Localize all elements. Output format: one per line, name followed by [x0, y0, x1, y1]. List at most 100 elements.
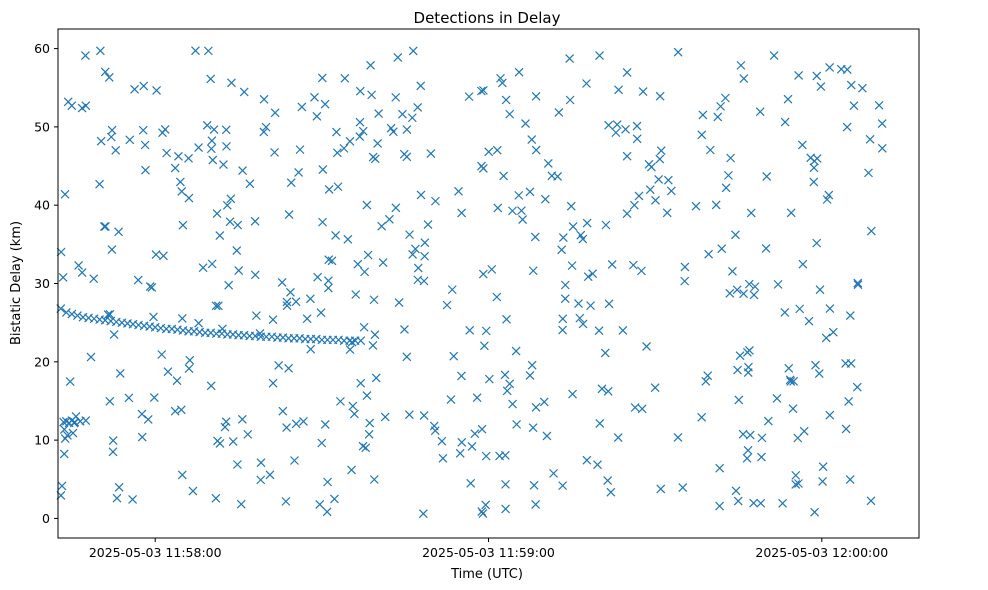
data-point	[402, 152, 412, 162]
data-point	[757, 452, 766, 462]
data-point	[501, 95, 511, 105]
y-tick-label: 20	[34, 354, 50, 369]
data-point	[797, 140, 807, 150]
data-point	[259, 127, 269, 137]
data-point	[780, 308, 790, 317]
data-point	[845, 475, 855, 484]
data-point	[282, 297, 292, 307]
data-point	[226, 194, 236, 204]
data-point	[680, 262, 690, 272]
data-point	[114, 482, 124, 492]
data-point	[419, 411, 429, 420]
data-point	[530, 232, 540, 242]
data-point	[101, 222, 110, 231]
data-point	[815, 285, 825, 295]
y-tick-label: 40	[34, 198, 50, 213]
data-point	[493, 203, 503, 213]
data-point	[812, 238, 822, 248]
data-point	[367, 90, 377, 100]
data-point	[270, 108, 280, 118]
data-point	[575, 313, 585, 323]
data-point	[57, 481, 67, 491]
data-point	[558, 314, 568, 324]
data-point	[173, 151, 183, 161]
data-point	[799, 426, 809, 436]
data-point	[773, 279, 783, 289]
data-point	[656, 146, 666, 156]
data-point	[316, 308, 326, 318]
data-point	[221, 417, 231, 427]
data-point	[137, 432, 147, 442]
data-point	[356, 378, 366, 388]
data-point	[446, 395, 456, 405]
data-point	[568, 389, 577, 399]
data-point-cluster	[68, 428, 78, 438]
data-point	[355, 117, 365, 127]
data-point	[717, 244, 727, 254]
data-point	[495, 451, 504, 461]
data-point	[59, 449, 69, 459]
data-point	[184, 193, 194, 203]
data-point	[565, 54, 575, 64]
data-point	[673, 47, 683, 57]
data-point	[655, 154, 665, 164]
data-point	[232, 460, 242, 469]
data-point	[363, 250, 373, 260]
data-point	[810, 156, 819, 166]
data-point	[853, 280, 863, 290]
data-point	[603, 386, 613, 396]
data-point	[359, 322, 369, 332]
data-point	[95, 179, 104, 189]
data-point	[772, 393, 782, 403]
data-point	[697, 412, 707, 422]
data-point	[175, 177, 185, 187]
data-point	[531, 500, 541, 509]
data-point	[228, 437, 238, 446]
data-point	[449, 351, 459, 361]
data-point	[786, 208, 796, 218]
data-point	[222, 200, 232, 210]
data-point	[821, 333, 831, 343]
data-point	[343, 234, 353, 244]
data-point	[735, 351, 745, 361]
data-point	[170, 406, 180, 416]
data-point	[464, 92, 474, 102]
points-layer	[56, 46, 887, 519]
data-point	[152, 85, 161, 95]
data-point	[582, 79, 591, 88]
data-point	[583, 272, 593, 282]
data-point	[481, 326, 491, 336]
data-point	[347, 465, 356, 475]
data-point	[233, 220, 243, 230]
data-point	[238, 166, 247, 175]
data-point	[728, 266, 737, 276]
data-point	[642, 341, 651, 351]
data-point	[656, 484, 666, 494]
data-point	[731, 486, 741, 496]
data-point	[704, 249, 714, 259]
data-point	[215, 231, 225, 241]
data-point	[324, 185, 334, 194]
data-point	[632, 121, 642, 131]
data-point	[560, 294, 570, 304]
data-point	[215, 438, 225, 448]
data-point	[479, 341, 489, 351]
data-point	[377, 221, 387, 231]
data-point	[505, 109, 515, 119]
data-point	[637, 266, 646, 276]
data-point	[811, 360, 820, 370]
data-point	[416, 81, 426, 91]
data-point	[845, 311, 855, 320]
data-point	[742, 453, 752, 463]
data-point	[286, 178, 296, 188]
data-point	[310, 92, 319, 102]
data-point	[465, 325, 475, 335]
data-point	[221, 125, 231, 135]
data-point	[318, 217, 327, 227]
data-point	[457, 371, 466, 381]
data-point	[431, 196, 440, 206]
data-point	[595, 419, 605, 428]
data-point	[149, 393, 159, 402]
data-point	[724, 170, 733, 180]
